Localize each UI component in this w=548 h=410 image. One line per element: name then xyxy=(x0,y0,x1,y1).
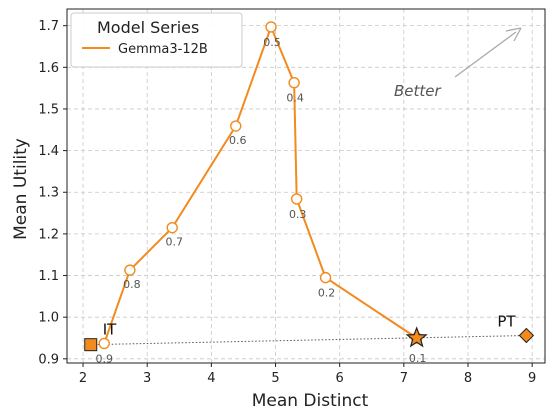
point-label: 0.4 xyxy=(286,92,304,105)
series-point xyxy=(290,193,303,205)
x-axis-title: Mean Distinct xyxy=(252,391,369,410)
point-label: 0.9 xyxy=(95,352,113,365)
x-tick-label: 2 xyxy=(79,371,87,386)
better-arrow-head-icon xyxy=(505,27,522,42)
x-tick-label: 4 xyxy=(207,371,215,386)
legend-title: Model Series xyxy=(97,18,199,37)
y-tick-label: 1.3 xyxy=(38,186,59,201)
y-tick-label: 1.7 xyxy=(38,19,59,34)
series-points xyxy=(98,21,423,350)
legend-label-gemma3-12b: Gemma3-12B xyxy=(118,42,208,57)
point-labels: 0.9 0.8 0.7 0.6 0.5 0.4 0.3 0.2 0.1 xyxy=(95,36,426,366)
legend: Model Series Gemma3-12B xyxy=(70,12,243,68)
y-tick-label: 1.4 xyxy=(38,144,59,159)
plot-frame xyxy=(66,8,546,364)
point-label: 0.6 xyxy=(229,134,247,147)
series-point xyxy=(166,221,178,234)
y-tick-label: 1.2 xyxy=(38,227,59,242)
x-tick-label: 3 xyxy=(143,371,151,386)
x-tick-label: 6 xyxy=(336,371,344,386)
series-point xyxy=(124,264,136,276)
y-tick-label: 1.6 xyxy=(38,61,59,76)
series-point xyxy=(288,77,300,89)
x-axis: 2 3 4 5 6 7 8 9 xyxy=(79,363,536,386)
it-label: IT xyxy=(103,321,117,339)
series-point xyxy=(265,21,277,33)
y-tick-label: 1.1 xyxy=(38,269,59,284)
y-tick-label: 0.9 xyxy=(38,352,59,367)
point-label: 0.3 xyxy=(289,208,307,221)
legend-box xyxy=(70,12,243,68)
point-label: 0.1 xyxy=(409,352,427,365)
x-tick-label: 7 xyxy=(400,371,408,386)
point-label: 0.7 xyxy=(165,236,183,249)
x-tick-label: 9 xyxy=(528,371,536,386)
x-tick-label: 5 xyxy=(271,371,279,386)
x-tick-label: 8 xyxy=(464,371,472,386)
point-label: 0.2 xyxy=(318,287,336,300)
y-tick-label: 1.0 xyxy=(38,311,59,326)
y-axis: 0.9 1.0 1.1 1.2 1.3 1.4 1.5 1.6 1.7 xyxy=(38,19,67,367)
series-point xyxy=(98,337,110,350)
pt-label: PT xyxy=(497,313,516,331)
y-tick-label: 1.5 xyxy=(38,102,59,117)
series-point xyxy=(230,120,242,132)
better-arrow-shaft xyxy=(454,31,517,78)
y-axis-title: Mean Utility xyxy=(11,138,31,240)
pt-diamond-marker xyxy=(518,327,535,344)
better-annotation: Better xyxy=(394,82,442,100)
best-point-star-marker xyxy=(405,326,428,348)
point-label: 0.8 xyxy=(123,278,141,291)
series-point xyxy=(319,271,332,284)
it-pt-dotted-line xyxy=(90,335,527,346)
point-label: 0.5 xyxy=(263,36,281,49)
it-square-marker xyxy=(84,338,98,352)
